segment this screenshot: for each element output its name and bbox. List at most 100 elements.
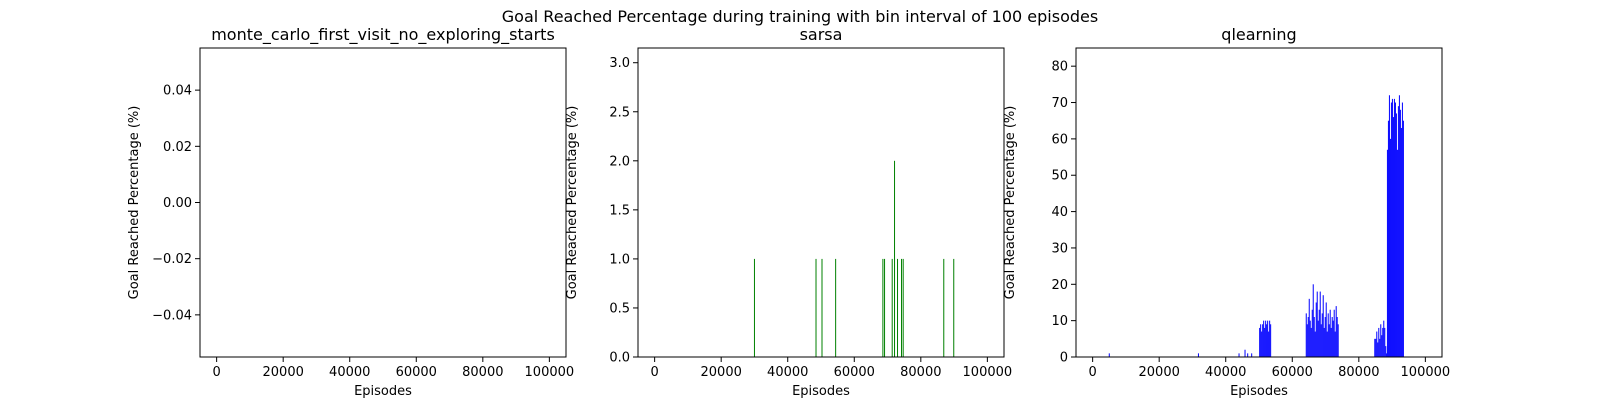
bar (1333, 309, 1335, 357)
bar (1316, 291, 1318, 357)
bar (1314, 331, 1316, 357)
bar (1393, 98, 1395, 358)
bar (1251, 353, 1253, 357)
bar (1399, 109, 1401, 357)
y-tick-label: −0.04 (152, 308, 192, 323)
bar (1390, 102, 1392, 357)
bar (1379, 338, 1381, 357)
bar (1397, 106, 1399, 357)
subplot-sarsa: sarsa Episodes Goal Reached Percentage (… (565, 25, 1012, 399)
bar (1392, 117, 1394, 357)
bar (1400, 127, 1402, 357)
x-axis-label: Episodes (1230, 384, 1288, 399)
bar (1382, 327, 1384, 357)
bar (815, 258, 817, 357)
x-tick-label: 20000 (263, 365, 304, 380)
x-tick-label: 0 (1088, 365, 1096, 380)
x-tick-label: 60000 (396, 365, 437, 380)
subplot-title: monte_carlo_first_visit_no_exploring_sta… (211, 25, 555, 45)
y-axis-label: Goal Reached Percentage (%) (127, 106, 142, 300)
bar (1268, 331, 1270, 357)
y-tick-label: −0.02 (152, 252, 192, 267)
bar (1402, 120, 1404, 358)
bar (1401, 102, 1403, 357)
bar (1376, 331, 1378, 357)
bar (1388, 95, 1390, 358)
bar (1319, 291, 1321, 357)
bar (902, 258, 904, 357)
bar (894, 160, 896, 357)
x-tick-label: 60000 (834, 365, 875, 380)
bar (1261, 331, 1263, 357)
bar (1332, 320, 1334, 357)
y-tick-label: 1.5 (609, 203, 630, 218)
bar (897, 258, 899, 357)
y-tick-label: 20 (1051, 278, 1068, 293)
x-tick-label: 0 (212, 365, 220, 380)
plot-frame (637, 47, 1005, 358)
bar (1322, 295, 1324, 357)
y-tick-label: 0.02 (163, 140, 192, 155)
bar (953, 258, 955, 357)
bar (1326, 331, 1328, 357)
subplot-title: sarsa (800, 25, 843, 44)
bar (1375, 338, 1377, 357)
subplot-title: qlearning (1221, 25, 1296, 44)
x-tick-label: 40000 (767, 365, 808, 380)
y-tick-label: 60 (1051, 132, 1068, 147)
bar (1312, 284, 1314, 357)
y-tick-label: 0.00 (163, 196, 192, 211)
x-tick-label: 20000 (1139, 365, 1180, 380)
bar (1391, 98, 1393, 358)
bar (1323, 327, 1325, 357)
x-tick-label: 80000 (462, 365, 503, 380)
bar (1383, 320, 1385, 357)
bar (1330, 327, 1332, 357)
bar (1309, 320, 1311, 357)
bar (1328, 324, 1330, 357)
y-tick-label: 2.5 (609, 105, 630, 120)
subplot-monte-carlo: monte_carlo_first_visit_no_exploring_sta… (127, 25, 574, 399)
bar (884, 258, 886, 357)
bar (1269, 320, 1271, 357)
bar (1378, 327, 1380, 357)
bar (1320, 324, 1322, 357)
y-tick-label: 0.5 (609, 301, 630, 316)
x-axis-label: Episodes (354, 384, 412, 399)
y-tick-label: 80 (1051, 60, 1068, 75)
bar (821, 258, 823, 357)
x-tick-label: 80000 (900, 365, 941, 380)
y-tick-label: 10 (1051, 314, 1068, 329)
bar (1247, 353, 1249, 357)
bar (1260, 324, 1262, 357)
bar (1374, 338, 1376, 357)
bar (1324, 317, 1326, 357)
bar (1394, 102, 1396, 357)
bar (1265, 320, 1267, 357)
bar (1389, 138, 1391, 357)
bar (1317, 320, 1319, 357)
x-tick-label: 40000 (1205, 365, 1246, 380)
bar (1377, 342, 1379, 357)
bar (1310, 327, 1312, 357)
y-tick-label: 1.0 (609, 252, 630, 267)
bar (1386, 149, 1388, 357)
bar (1262, 324, 1264, 357)
bar (1329, 309, 1331, 357)
y-tick-label: 0.0 (609, 351, 630, 366)
x-tick-label: 100000 (1401, 365, 1451, 380)
x-tick-label: 100000 (525, 365, 575, 380)
plot-frame (1075, 47, 1443, 358)
bar (1387, 120, 1389, 358)
y-tick-label: 2.0 (609, 154, 630, 169)
bar (1395, 113, 1397, 357)
y-tick-label: 0 (1060, 351, 1068, 366)
bar (1307, 317, 1309, 357)
y-tick-label: 30 (1051, 241, 1068, 256)
bar (891, 258, 893, 357)
bar (1327, 313, 1329, 357)
bar (1108, 353, 1110, 357)
x-tick-label: 20000 (701, 365, 742, 380)
bar (1318, 309, 1320, 357)
